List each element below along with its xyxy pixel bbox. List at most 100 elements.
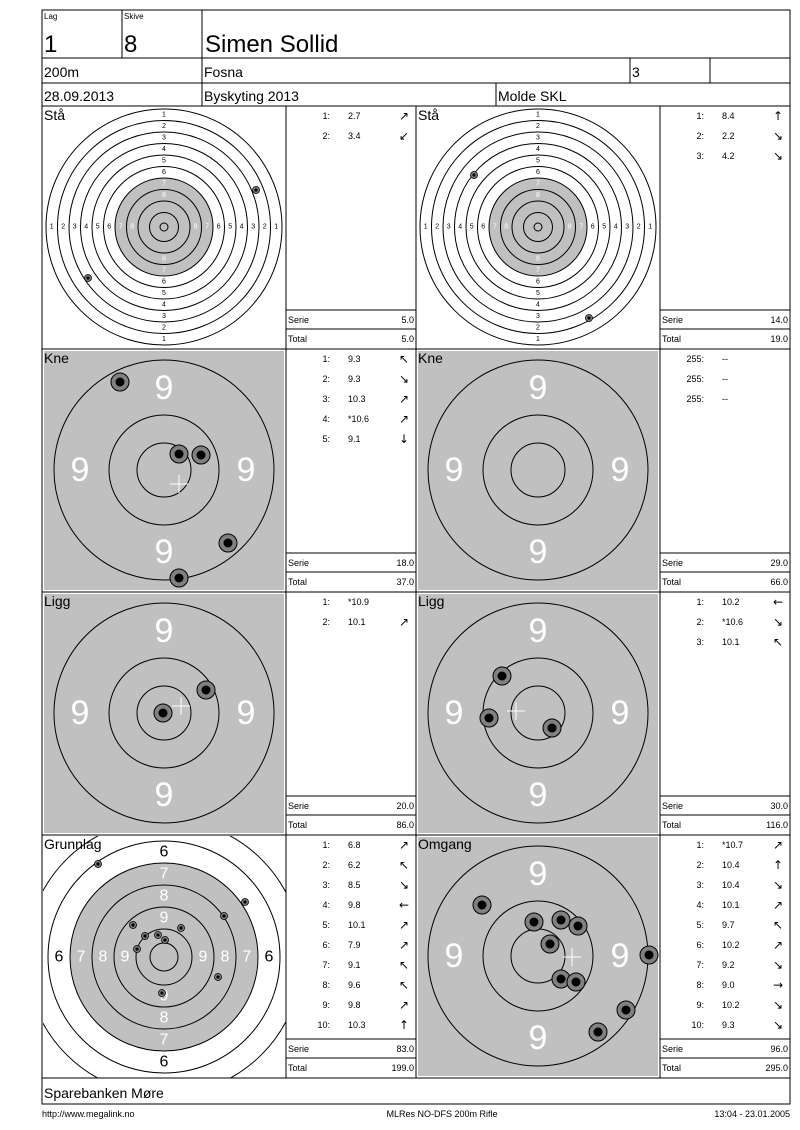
shot-number: 1: [696, 111, 704, 121]
ring-label: 9 [237, 694, 256, 732]
ring-label: 6 [265, 949, 274, 966]
serie-value: 30.0 [770, 801, 788, 811]
shot-value: 10.3 [348, 1020, 366, 1030]
ring [45, 108, 283, 346]
shot-value: 2.7 [348, 111, 361, 121]
total-value: 66.0 [770, 577, 788, 587]
aim-disk [489, 178, 587, 276]
shot-hole-center [573, 921, 583, 931]
ring-label: 2 [263, 224, 267, 231]
shot-hole-center [556, 974, 566, 984]
shot-hole-center [143, 934, 147, 938]
ring-label: 8 [536, 192, 540, 199]
shot-value: 9.3 [348, 354, 361, 364]
shot-number: 2: [322, 374, 330, 384]
lag-label: Lag [44, 12, 57, 21]
shot-number: 2: [322, 131, 330, 141]
shot-value: 8.5 [348, 880, 361, 890]
total-value: 86.0 [396, 820, 414, 830]
ring [136, 685, 192, 741]
organizer: Molde SKL [498, 88, 567, 104]
ring-label: 9 [155, 776, 174, 814]
ring-label: 1 [50, 224, 54, 231]
shot-hole-center [223, 538, 233, 548]
shot-hole-center [131, 923, 135, 927]
ring-label: 1 [536, 111, 540, 118]
serie-value: 29.0 [770, 558, 788, 568]
shot-number: 1: [696, 840, 704, 850]
ring-label: 9 [611, 694, 630, 732]
shot-hole-center [174, 449, 184, 459]
frame [41, 9, 791, 1105]
ring [103, 166, 225, 288]
ring [53, 359, 275, 581]
ring-label: 9 [611, 937, 630, 975]
lag: 1 [44, 31, 57, 58]
shot-hole-center [163, 938, 167, 942]
shot-hole-center [497, 671, 507, 681]
ring-label: 1 [162, 111, 166, 118]
shot-number: 2: [696, 617, 704, 627]
shot-number: 2: [322, 617, 330, 627]
shot-value: 8.4 [722, 111, 735, 121]
serie-value: 20.0 [396, 801, 414, 811]
total-label: Total [662, 577, 681, 587]
ring-label: 7 [77, 949, 86, 966]
shot-direction: ↖ [399, 958, 409, 972]
shot-number: 3: [696, 880, 704, 890]
ring-label: 8 [568, 224, 572, 231]
shot-direction: ↘ [399, 372, 409, 386]
shot-number: 8: [322, 980, 330, 990]
ring-label: 7 [162, 180, 166, 187]
shot-hole-center [174, 573, 184, 583]
shot-value: *10.6 [722, 617, 743, 627]
serie-label: Serie [662, 558, 683, 568]
target-face [44, 351, 284, 590]
shot-value: 10.4 [722, 860, 740, 870]
shot-number: 1: [322, 597, 330, 607]
class: 3 [632, 64, 640, 80]
ring [488, 177, 588, 277]
ring [113, 906, 215, 1008]
serie-label: Serie [288, 1044, 309, 1054]
total-label: Total [662, 1063, 681, 1073]
ring [57, 120, 271, 334]
serie-value: 18.0 [396, 558, 414, 568]
ring [68, 131, 260, 323]
target: 9 9 9 9 [418, 837, 658, 1076]
total-label: Total [662, 334, 681, 344]
shot-value: 2.2 [722, 131, 735, 141]
ring-label: 4 [614, 224, 618, 231]
shot-direction: ← [399, 898, 409, 912]
shot-value: 10.2 [722, 1000, 740, 1010]
shot-value: 7.9 [348, 940, 361, 950]
ring-label: 1 [648, 224, 652, 231]
shot-value: 10.3 [348, 394, 366, 404]
ring-label: 5 [162, 290, 166, 297]
shot-direction: ↖ [773, 635, 783, 649]
ring-label: 7 [205, 224, 209, 231]
shot-direction: ↘ [773, 958, 783, 972]
shot-value: 10.1 [722, 900, 740, 910]
total-value: 5.0 [401, 334, 414, 344]
target: 9 9 9 9 [418, 351, 658, 590]
panel-title: Stå [418, 107, 439, 123]
shot-value: 10.4 [722, 880, 740, 890]
shot-direction: ↗ [399, 615, 409, 629]
ring [533, 222, 543, 232]
shot-direction: → [773, 978, 783, 992]
ring [427, 602, 649, 824]
shot-direction: ↗ [399, 838, 409, 852]
ring-label: 4 [162, 146, 166, 153]
ring-label: 9 [529, 369, 548, 407]
shot-number: 3: [696, 637, 704, 647]
target-face [418, 837, 658, 1076]
shot-number: 1: [322, 840, 330, 850]
panel-title: Grunnlag [44, 836, 102, 852]
shot-value: 10.1 [722, 637, 740, 647]
ring [510, 442, 566, 498]
shot-value: *10.9 [348, 597, 369, 607]
